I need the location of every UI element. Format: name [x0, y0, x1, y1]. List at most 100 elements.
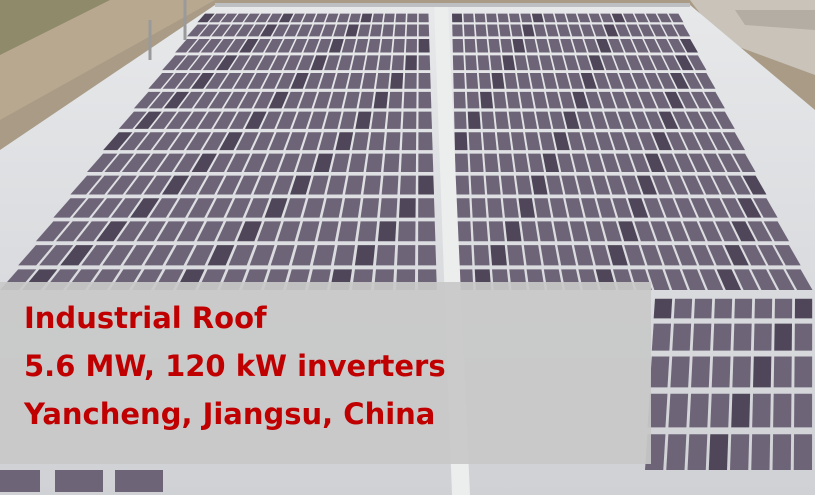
solar-panel — [390, 73, 403, 89]
solar-panel — [405, 55, 417, 70]
solar-panel — [406, 25, 417, 37]
solar-panel — [689, 394, 708, 428]
solar-panel — [794, 357, 812, 388]
solar-panel — [470, 154, 484, 172]
solar-panel — [369, 132, 385, 150]
solar-panel — [668, 394, 688, 428]
solar-panel — [363, 176, 381, 195]
solar-panel — [418, 92, 431, 109]
solar-panel — [794, 434, 812, 470]
solar-panel — [456, 198, 470, 217]
solar-panel — [495, 112, 509, 129]
solar-panel — [652, 324, 671, 351]
solar-panel — [733, 324, 751, 351]
solar-panel — [491, 73, 504, 89]
solar-panel — [486, 176, 501, 195]
solar-panel — [464, 25, 475, 37]
solar-panel — [713, 324, 731, 351]
solar-panel — [654, 299, 673, 319]
solar-panel — [115, 470, 163, 492]
solar-panel — [471, 176, 485, 195]
solar-panel — [688, 434, 708, 470]
solar-panel — [407, 14, 417, 23]
solar-panel — [734, 299, 752, 319]
solar-panel — [499, 25, 511, 37]
solar-panel — [476, 39, 488, 53]
solar-panel — [398, 221, 415, 241]
solar-panel — [55, 470, 103, 492]
solar-panel — [666, 434, 686, 470]
solar-panel — [452, 14, 462, 23]
solar-panel — [376, 73, 390, 89]
solar-panel — [775, 299, 793, 319]
solar-panel — [374, 92, 389, 109]
solar-panel — [453, 55, 464, 70]
solar-panel — [463, 14, 473, 23]
solar-panel — [484, 154, 498, 172]
solar-panel — [392, 55, 404, 70]
solar-panel — [456, 221, 471, 241]
solar-panel — [490, 55, 503, 70]
solar-panel — [366, 154, 383, 172]
solar-panel — [774, 324, 792, 351]
solar-panel — [691, 357, 710, 388]
solar-panel — [509, 14, 520, 23]
solar-panel — [503, 198, 519, 217]
solar-panel — [0, 470, 40, 492]
solar-panel — [694, 299, 712, 319]
solar-panel — [454, 112, 467, 129]
solar-panel — [493, 92, 507, 109]
solar-panel — [389, 92, 403, 109]
solar-panel — [468, 112, 481, 129]
solar-panel — [773, 394, 791, 428]
solar-panel — [650, 357, 670, 388]
solar-panel — [455, 176, 469, 195]
solar-panel — [384, 14, 395, 23]
solar-panel — [794, 394, 812, 428]
solar-panel — [474, 245, 490, 265]
solar-panel — [795, 299, 812, 319]
solar-panel — [418, 221, 435, 241]
solar-panel — [361, 198, 379, 217]
solar-panel — [505, 221, 522, 241]
solar-panel — [404, 73, 416, 89]
solar-panel — [489, 221, 505, 241]
solar-panel — [382, 176, 399, 195]
caption-capacity: 5.6 MW, 120 kW inverters — [24, 342, 651, 390]
solar-panel — [380, 198, 398, 217]
solar-panel — [751, 434, 770, 470]
solar-panel — [419, 14, 429, 23]
solar-panel — [406, 39, 417, 53]
solar-panel — [455, 132, 468, 150]
solar-panel — [464, 39, 475, 53]
solar-panel — [520, 14, 532, 23]
solar-panel — [387, 112, 402, 129]
solar-panel — [469, 132, 483, 150]
solar-panel — [731, 394, 750, 428]
solar-panel — [712, 357, 731, 388]
solar-panel — [418, 154, 433, 172]
solar-panel — [418, 198, 435, 217]
solar-panel — [488, 39, 500, 53]
caption-title: Industrial Roof — [24, 294, 651, 342]
solar-panel — [773, 434, 792, 470]
solar-panel — [752, 394, 771, 428]
solar-panel — [419, 39, 430, 53]
solar-panel — [497, 132, 511, 150]
solar-panel — [465, 55, 477, 70]
solar-panel — [453, 39, 464, 53]
solar-panel — [487, 198, 502, 217]
solar-panel — [483, 132, 497, 150]
solar-panel — [419, 25, 429, 37]
solar-panel — [385, 132, 400, 150]
solar-panel — [455, 154, 468, 172]
solar-panel — [467, 92, 480, 109]
solar-panel — [376, 245, 395, 265]
solar-panel — [486, 14, 497, 23]
solar-panel — [774, 357, 792, 388]
solar-panel — [732, 357, 751, 388]
solar-panel — [475, 14, 486, 23]
caption-location: Yancheng, Jiangsu, China — [24, 390, 651, 438]
solar-panel — [383, 154, 399, 172]
